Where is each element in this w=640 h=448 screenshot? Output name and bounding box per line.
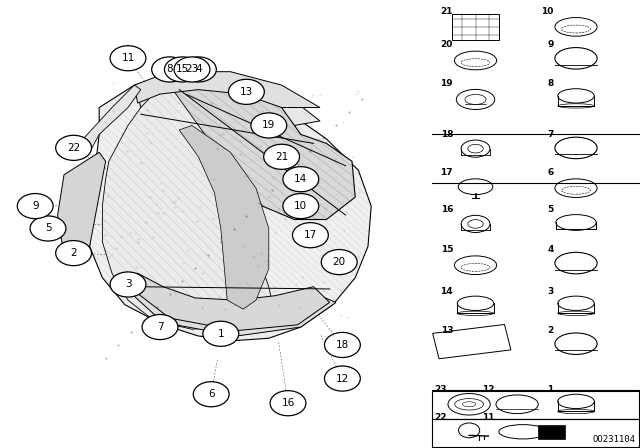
Circle shape [283, 167, 319, 192]
Polygon shape [131, 287, 336, 336]
Circle shape [110, 46, 146, 71]
Text: 14: 14 [440, 287, 453, 296]
Circle shape [142, 314, 178, 340]
Circle shape [56, 241, 92, 266]
Text: 22: 22 [434, 413, 447, 422]
Text: 3: 3 [547, 287, 554, 296]
Text: 5: 5 [547, 205, 554, 214]
Text: 19: 19 [262, 121, 275, 130]
Circle shape [203, 321, 239, 346]
Text: 5: 5 [45, 224, 51, 233]
Text: 19: 19 [440, 79, 453, 88]
Text: 13: 13 [440, 326, 453, 335]
Circle shape [283, 194, 319, 219]
Text: 14: 14 [294, 174, 307, 184]
Circle shape [30, 216, 66, 241]
Bar [538, 425, 565, 439]
Text: 1: 1 [218, 329, 224, 339]
Text: 17: 17 [440, 168, 453, 177]
Text: 7: 7 [157, 322, 163, 332]
Text: 8: 8 [166, 65, 173, 74]
Text: 10: 10 [294, 201, 307, 211]
Text: 11: 11 [122, 53, 134, 63]
Text: 21: 21 [440, 7, 453, 16]
Text: 12: 12 [482, 385, 495, 394]
Polygon shape [141, 108, 314, 157]
Text: 9: 9 [547, 40, 554, 49]
Circle shape [110, 272, 146, 297]
Text: 11: 11 [482, 413, 495, 422]
Text: 15: 15 [440, 245, 453, 254]
Polygon shape [90, 72, 371, 340]
Text: 21: 21 [275, 152, 288, 162]
Circle shape [17, 194, 53, 219]
Text: 23: 23 [434, 385, 447, 394]
Text: 23: 23 [186, 65, 198, 74]
Circle shape [292, 223, 328, 248]
Text: 7: 7 [547, 130, 554, 139]
Bar [452, 14, 499, 40]
Text: 8: 8 [547, 79, 554, 88]
Polygon shape [102, 81, 275, 329]
Polygon shape [179, 125, 269, 309]
Text: 3: 3 [125, 280, 131, 289]
Circle shape [152, 57, 188, 82]
Circle shape [270, 391, 306, 416]
Text: 18: 18 [336, 340, 349, 350]
Circle shape [264, 144, 300, 169]
Text: 1: 1 [547, 385, 554, 394]
Polygon shape [83, 85, 141, 152]
FancyBboxPatch shape [432, 391, 639, 419]
Text: 20: 20 [441, 40, 453, 49]
Circle shape [56, 135, 92, 160]
FancyBboxPatch shape [432, 419, 639, 447]
Polygon shape [134, 72, 320, 108]
Text: 13: 13 [240, 87, 253, 97]
Circle shape [164, 57, 200, 82]
Text: OO231104: OO231104 [593, 435, 636, 444]
Text: 6: 6 [208, 389, 214, 399]
Circle shape [324, 332, 360, 358]
Circle shape [174, 57, 210, 82]
Circle shape [324, 366, 360, 391]
Text: 4: 4 [547, 245, 554, 254]
Text: 16: 16 [282, 398, 294, 408]
Circle shape [228, 79, 264, 104]
Text: 20: 20 [333, 257, 346, 267]
Text: 22: 22 [67, 143, 80, 153]
Text: 9: 9 [32, 201, 38, 211]
Text: 17: 17 [304, 230, 317, 240]
Polygon shape [131, 273, 330, 331]
Text: 15: 15 [176, 65, 189, 74]
Polygon shape [138, 81, 320, 130]
Circle shape [251, 113, 287, 138]
Circle shape [321, 250, 357, 275]
Polygon shape [58, 152, 106, 255]
Text: 16: 16 [440, 205, 453, 214]
Text: 4: 4 [195, 65, 202, 74]
Bar [433, 324, 511, 359]
Text: 6: 6 [547, 168, 554, 177]
Text: 2: 2 [547, 326, 554, 335]
Text: 10: 10 [541, 7, 554, 16]
Text: 18: 18 [440, 130, 453, 139]
Polygon shape [166, 72, 355, 220]
Circle shape [193, 382, 229, 407]
Text: 2: 2 [70, 248, 77, 258]
Text: 12: 12 [336, 374, 349, 383]
Circle shape [180, 57, 216, 82]
